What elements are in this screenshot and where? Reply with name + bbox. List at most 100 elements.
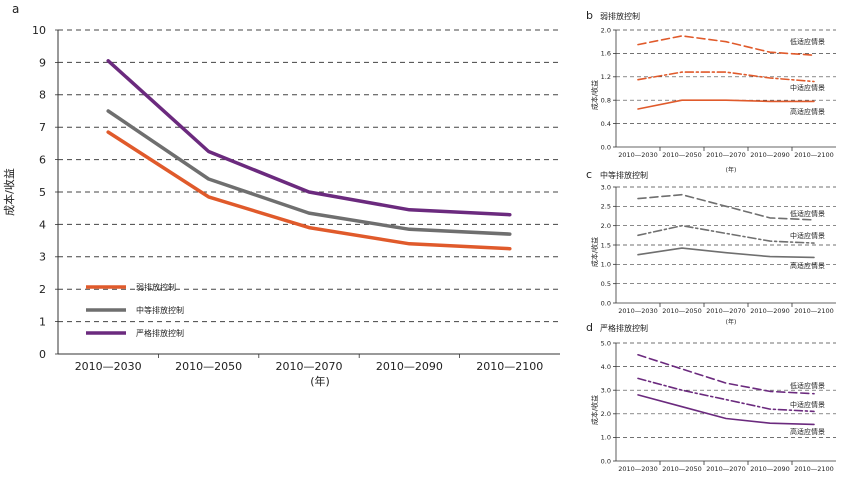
y-tick-label: 5 [39, 186, 46, 199]
y-tick-label: 0.4 [601, 120, 611, 128]
panel-b-label-mid: 中适应情景 [790, 83, 825, 92]
panel-c-letter: c [586, 168, 592, 181]
y-tick-label: 2 [39, 283, 46, 296]
x-tick-label: 2010—2050 [662, 465, 702, 473]
panel-d-y-ticks: 0.0 1.0 2.0 3.0 4.0 5.0 [601, 339, 616, 465]
panel-b-x-ticks: 2010—2030 2010—2050 2010—2070 2010—2090 2010… [618, 147, 834, 159]
x-tick-label: 2010—2030 [618, 307, 658, 315]
y-tick-label: 7 [39, 121, 46, 134]
panel-d-label-mid: 中适应情景 [790, 400, 825, 409]
panel-b-title: 弱排放控制 [600, 11, 640, 21]
panel-b-letter: b [586, 9, 593, 22]
x-tick-label: 2010—2070 [706, 465, 746, 473]
y-tick-label: 0 [39, 348, 46, 361]
panel-c-x-ticks: 2010—2030 2010—2050 2010—2070 2010—2090 2010… [618, 303, 834, 315]
panel-d-title: 严格排放控制 [600, 323, 648, 333]
y-tick-label: 9 [39, 56, 46, 69]
legend-label-medium: 中等排放控制 [136, 305, 184, 315]
panel-a-y-axis-label: 成本/收益 [2, 168, 16, 216]
x-tick-label: 2010—2090 [376, 360, 443, 373]
y-tick-label: 4 [39, 218, 46, 231]
series-line-3 [106, 59, 512, 217]
x-tick-label: 2010—2070 [706, 151, 746, 159]
panel-b: b 弱排放控制 0.00.40.81.21.62.0 2010—2030 2010… [586, 9, 836, 174]
x-tick-label: 2010—2090 [750, 307, 790, 315]
panel-b-x-axis-unit: (年) [726, 166, 737, 174]
panel-c: c 中等排放控制 0.0 0.5 1.0 1.5 2.0 2.5 3.0 2010—2030… [586, 168, 836, 326]
panel-a-gridlines [58, 29, 560, 323]
series-line-2 [637, 377, 815, 413]
y-tick-label: 2.0 [601, 222, 611, 230]
panel-b-y-axis-label: 成本/收益 [590, 80, 599, 110]
panel-c-x-axis-unit: (年) [726, 318, 737, 326]
panel-a-legend: 弱排放控制 中等排放控制 严格排放控制 [86, 282, 184, 338]
series-line-3 [637, 99, 815, 110]
y-tick-label: 1 [39, 315, 46, 328]
series-line-1 [106, 130, 512, 251]
y-tick-label: 0.0 [601, 299, 611, 307]
y-tick-label: 2.5 [601, 203, 611, 211]
panel-d-letter: d [586, 321, 593, 334]
panel-c-label-low: 低适应情景 [790, 209, 825, 218]
x-tick-label: 2010—2070 [276, 360, 343, 373]
y-tick-label: 4.0 [601, 363, 611, 371]
legend-label-strict: 严格排放控制 [136, 328, 184, 338]
y-tick-label: 0.8 [601, 96, 611, 104]
series-line-2 [637, 71, 815, 83]
series-line-1 [637, 353, 815, 395]
panel-d-label-low: 低适应情景 [790, 381, 825, 390]
x-tick-label: 2010—2050 [662, 151, 702, 159]
y-tick-label: 0.5 [601, 280, 611, 288]
x-tick-label: 2010—2030 [618, 151, 658, 159]
y-tick-label: 0.0 [601, 143, 611, 151]
panel-d-series [637, 353, 815, 426]
y-tick-label: 5.0 [601, 339, 611, 347]
x-tick-label: 2010—2030 [618, 465, 658, 473]
panel-a-letter: a [12, 2, 19, 16]
series-line-1 [637, 193, 815, 221]
panel-b-series [637, 35, 815, 110]
x-tick-label: 2010—2030 [75, 360, 142, 373]
y-tick-label: 8 [39, 89, 46, 102]
series-line-3 [637, 394, 815, 426]
panel-c-series [637, 193, 815, 259]
y-tick-label: 1.0 [601, 261, 611, 269]
panel-d-y-axis-label: 成本/收益 [590, 395, 599, 425]
y-tick-label: 1.2 [601, 73, 611, 81]
series-line-3 [637, 247, 815, 259]
series-line-2 [106, 109, 512, 236]
x-tick-label: 2010—2090 [750, 151, 790, 159]
panel-d-gridlines [616, 342, 836, 438]
panel-a-series [106, 59, 512, 251]
panel-c-y-axis-label: 成本/收益 [590, 237, 599, 267]
y-tick-label: 10 [32, 24, 46, 37]
x-tick-label: 2010—2100 [794, 151, 834, 159]
y-tick-label: 1.0 [601, 434, 611, 442]
panel-d-label-high: 高适应情景 [790, 427, 825, 436]
series-line-1 [637, 35, 815, 57]
y-tick-label: 1.6 [601, 50, 611, 58]
panel-a-x-axis-unit: (年) [310, 374, 330, 388]
panel-a-x-ticks: 2010—2030 2010—2050 2010—2070 2010—2090 2010… [75, 354, 543, 373]
x-tick-label: 2010—2100 [794, 307, 834, 315]
series-line-2 [637, 224, 815, 244]
x-tick-label: 2010—2090 [750, 465, 790, 473]
y-tick-label: 3.0 [601, 183, 611, 191]
y-tick-label: 1.5 [601, 241, 611, 249]
y-tick-label: 0.0 [601, 457, 611, 465]
y-tick-label: 2.0 [601, 26, 611, 34]
panel-b-label-high: 高适应情景 [790, 107, 825, 116]
panel-a-y-ticks: 0 1 2 3 4 5 6 7 8 9 10 [32, 24, 58, 361]
x-tick-label: 2010—2050 [175, 360, 242, 373]
y-tick-label: 3.0 [601, 386, 611, 394]
y-tick-label: 6 [39, 153, 46, 166]
y-tick-label: 2.0 [601, 410, 611, 418]
x-tick-label: 2010—2070 [706, 307, 746, 315]
panel-c-title: 中等排放控制 [600, 170, 648, 180]
panel-b-y-ticks: 0.0 0.4 0.8 1.2 1.6 2.0 [601, 26, 616, 151]
x-tick-label: 2010—2100 [794, 465, 834, 473]
panel-b-label-low: 低适应情景 [790, 37, 825, 46]
x-tick-label: 2010—2050 [662, 307, 702, 315]
